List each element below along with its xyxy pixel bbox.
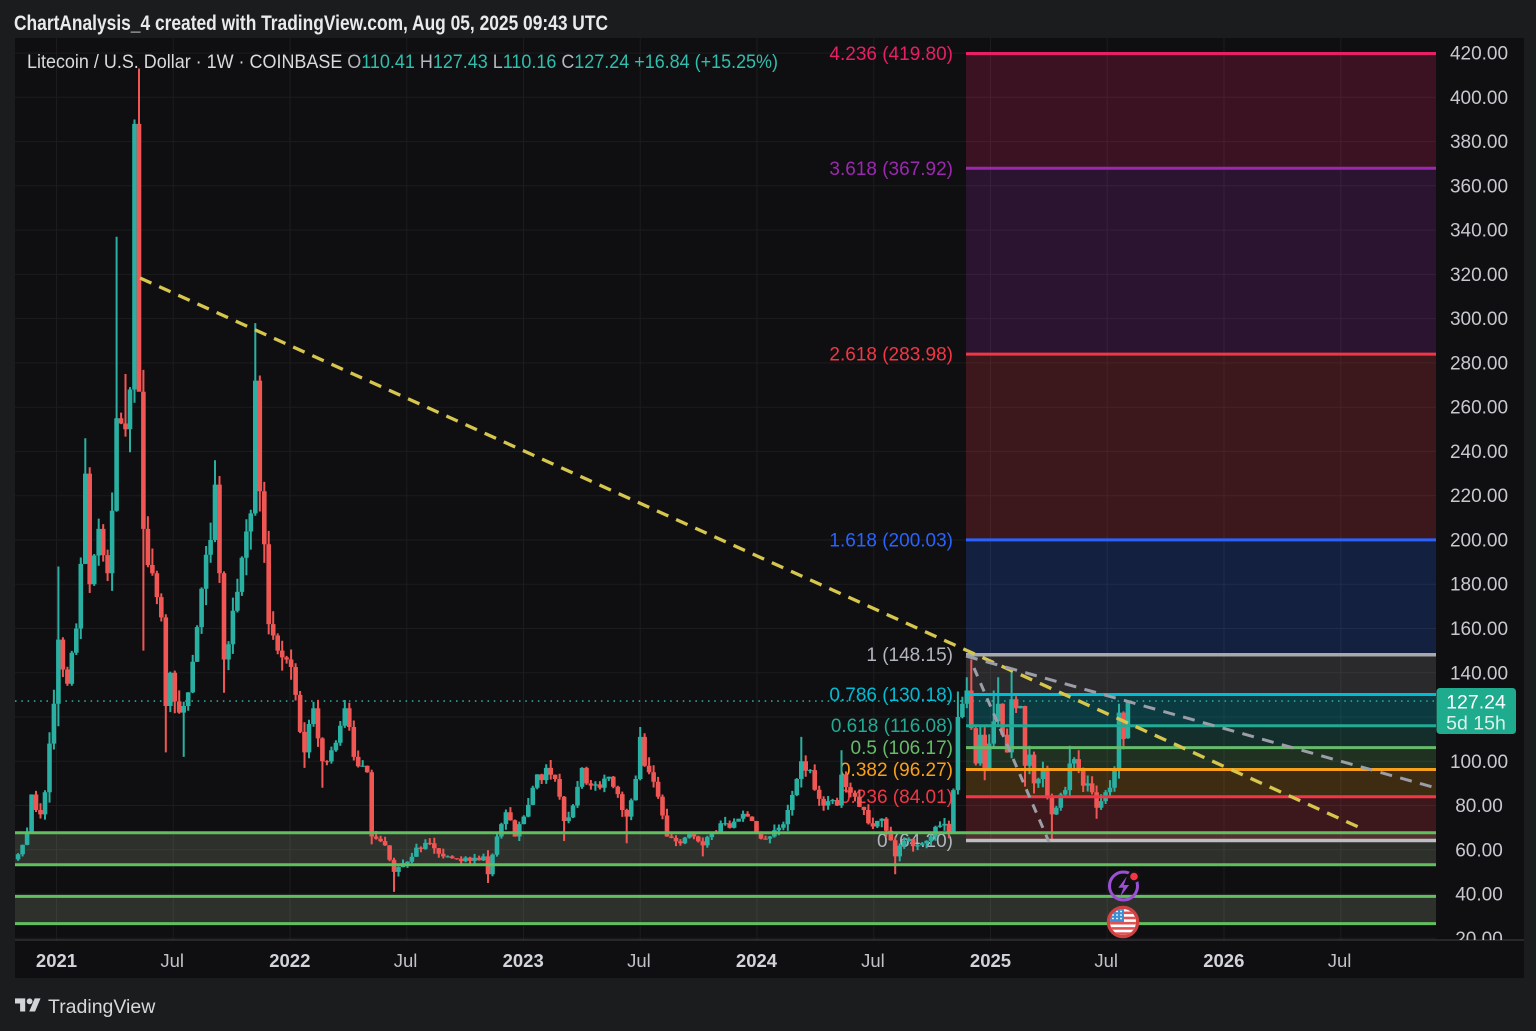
svg-text:4.236 (419.80): 4.236 (419.80) xyxy=(829,44,953,65)
svg-text:ChartAnalysis_4 created with T: ChartAnalysis_4 created with TradingView… xyxy=(14,12,608,35)
svg-text:0.382 (96.27): 0.382 (96.27) xyxy=(840,760,953,781)
svg-text:Jul: Jul xyxy=(1094,950,1118,971)
svg-text:420.00: 420.00 xyxy=(1450,44,1508,65)
svg-text:3.618 (367.92): 3.618 (367.92) xyxy=(829,159,953,180)
svg-text:Jul: Jul xyxy=(1328,950,1352,971)
svg-text:0.236 (84.01): 0.236 (84.01) xyxy=(840,787,953,808)
svg-text:140.00: 140.00 xyxy=(1450,663,1508,684)
svg-text:100.00: 100.00 xyxy=(1450,752,1508,773)
svg-text:Jul: Jul xyxy=(160,950,184,971)
svg-text:200.00: 200.00 xyxy=(1450,531,1508,552)
svg-text:280.00: 280.00 xyxy=(1450,353,1508,374)
svg-text:0.5 (106.17): 0.5 (106.17) xyxy=(851,738,953,759)
svg-text:Litecoin / U.S. Dollar · 1W ·: Litecoin / U.S. Dollar · 1W · COINBASE O… xyxy=(27,51,778,73)
svg-text:60.00: 60.00 xyxy=(1455,840,1503,861)
svg-text:400.00: 400.00 xyxy=(1450,88,1508,109)
svg-text:160.00: 160.00 xyxy=(1450,619,1508,640)
svg-text:260.00: 260.00 xyxy=(1450,398,1508,419)
svg-text:Jul: Jul xyxy=(627,950,651,971)
svg-text:240.00: 240.00 xyxy=(1450,442,1508,463)
svg-text:127.24: 127.24 xyxy=(1446,692,1506,714)
svg-text:0.618 (116.08): 0.618 (116.08) xyxy=(831,716,953,737)
svg-text:1 (148.15): 1 (148.15) xyxy=(866,645,953,666)
svg-text:5d 15h: 5d 15h xyxy=(1446,713,1506,735)
svg-text:Jul: Jul xyxy=(394,950,418,971)
svg-text:80.00: 80.00 xyxy=(1455,796,1503,817)
svg-text:40.00: 40.00 xyxy=(1455,885,1503,906)
svg-text:TradingView: TradingView xyxy=(48,996,156,1018)
svg-text:340.00: 340.00 xyxy=(1450,221,1508,242)
svg-text:0.786 (130.18): 0.786 (130.18) xyxy=(829,685,953,706)
svg-text:2025: 2025 xyxy=(970,950,1011,971)
svg-text:2026: 2026 xyxy=(1203,950,1244,971)
svg-text:220.00: 220.00 xyxy=(1450,486,1508,507)
svg-text:Jul: Jul xyxy=(861,950,885,971)
svg-text:320.00: 320.00 xyxy=(1450,265,1508,286)
svg-text:360.00: 360.00 xyxy=(1450,176,1508,197)
svg-text:2022: 2022 xyxy=(269,950,310,971)
svg-text:2024: 2024 xyxy=(736,950,778,971)
svg-text:2023: 2023 xyxy=(503,950,544,971)
svg-text:180.00: 180.00 xyxy=(1450,575,1508,596)
svg-text:1.618 (200.03): 1.618 (200.03) xyxy=(829,530,953,551)
svg-text:300.00: 300.00 xyxy=(1450,309,1508,330)
svg-text:2021: 2021 xyxy=(36,950,77,971)
svg-text:380.00: 380.00 xyxy=(1450,132,1508,153)
svg-text:2.618 (283.98): 2.618 (283.98) xyxy=(829,345,953,366)
